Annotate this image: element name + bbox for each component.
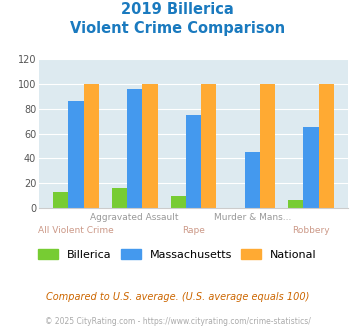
Text: © 2025 CityRating.com - https://www.cityrating.com/crime-statistics/: © 2025 CityRating.com - https://www.city…: [45, 317, 310, 326]
Bar: [186, 115, 201, 208]
Text: 2019 Billerica: 2019 Billerica: [121, 2, 234, 16]
Bar: [53, 192, 69, 208]
Bar: [201, 84, 217, 208]
Bar: [84, 84, 99, 208]
Bar: [69, 101, 84, 208]
Text: Murder & Mans...: Murder & Mans...: [213, 213, 291, 222]
Legend: Billerica, Massachusetts, National: Billerica, Massachusetts, National: [35, 246, 320, 263]
Bar: [127, 89, 142, 208]
Text: Aggravated Assault: Aggravated Assault: [91, 213, 179, 222]
Bar: [245, 152, 260, 208]
Bar: [288, 200, 303, 208]
Text: Rape: Rape: [182, 226, 205, 235]
Text: All Violent Crime: All Violent Crime: [38, 226, 114, 235]
Text: Violent Crime Comparison: Violent Crime Comparison: [70, 21, 285, 36]
Text: Robbery: Robbery: [292, 226, 330, 235]
Bar: [260, 84, 275, 208]
Text: Compared to U.S. average. (U.S. average equals 100): Compared to U.S. average. (U.S. average …: [46, 292, 309, 302]
Bar: [303, 127, 318, 208]
Bar: [142, 84, 158, 208]
Bar: [318, 84, 334, 208]
Bar: [112, 188, 127, 208]
Bar: [170, 195, 186, 208]
